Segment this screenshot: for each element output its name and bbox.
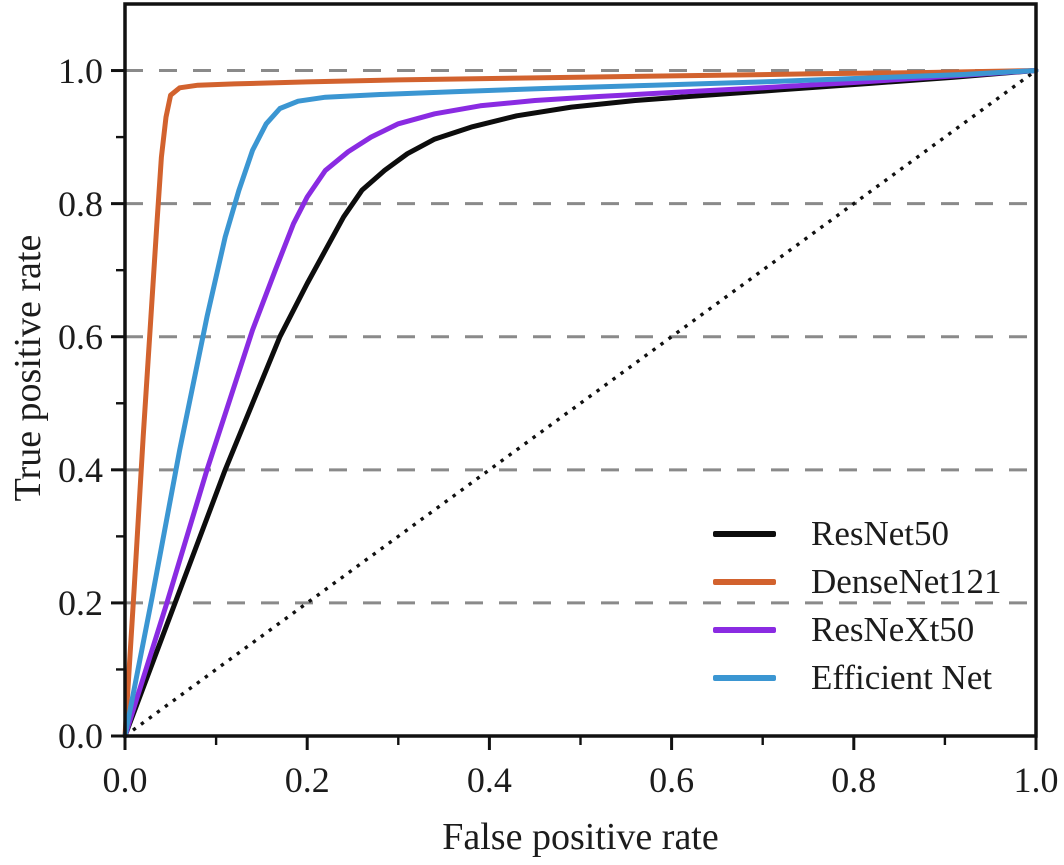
y-tick-label-0.6: 0.6	[58, 316, 103, 357]
curve-resnext50	[122, 68, 1039, 739]
legend-item-resnext50: ResNeXt50	[713, 606, 1002, 654]
y-tick-label-0.4: 0.4	[58, 449, 103, 490]
legend-label: ResNet50	[811, 514, 950, 553]
curve-efficient-net	[122, 68, 1039, 739]
x-tick-label-0.4: 0.4	[466, 760, 512, 800]
x-tick-label-1.0: 1.0	[1013, 760, 1059, 800]
x-tick-label-0.0: 0.0	[102, 760, 148, 800]
legend-label: ResNeXt50	[811, 610, 975, 649]
x-axis-title: False positive rate	[442, 816, 719, 858]
y-tick-label-1.0: 1.0	[58, 50, 103, 91]
x-tick-label-0.6: 0.6	[649, 760, 695, 800]
y-tick-label-0.2: 0.2	[58, 582, 103, 623]
y-tick-label-0.0: 0.0	[58, 716, 103, 756]
legend-item-efficient-net: Efficient Net	[713, 654, 1002, 702]
legend: ResNet50 DenseNet121 ResNeXt50 Efficient Ne…	[713, 510, 1002, 702]
legend-line-swatch	[713, 531, 776, 537]
x-tick-label-0.2: 0.2	[284, 760, 330, 800]
roc-chart-canvas	[111, 2, 1039, 750]
legend-label: Efficient Net	[811, 658, 993, 697]
plot-frame	[123, 2, 1038, 738]
legend-label: DenseNet121	[811, 562, 1002, 601]
curve-resnet50	[122, 68, 1039, 739]
curve-densenet121	[122, 68, 1039, 739]
legend-item-densenet121: DenseNet121	[713, 558, 1002, 606]
y-tick-label-0.8: 0.8	[58, 183, 103, 224]
x-tick-label-0.8: 0.8	[831, 760, 877, 800]
legend-line-swatch	[713, 675, 776, 681]
plot-area	[111, 2, 1039, 750]
legend-line-swatch	[713, 627, 776, 633]
legend-item-resnet50: ResNet50	[713, 510, 1002, 558]
legend-line-swatch	[713, 579, 776, 585]
